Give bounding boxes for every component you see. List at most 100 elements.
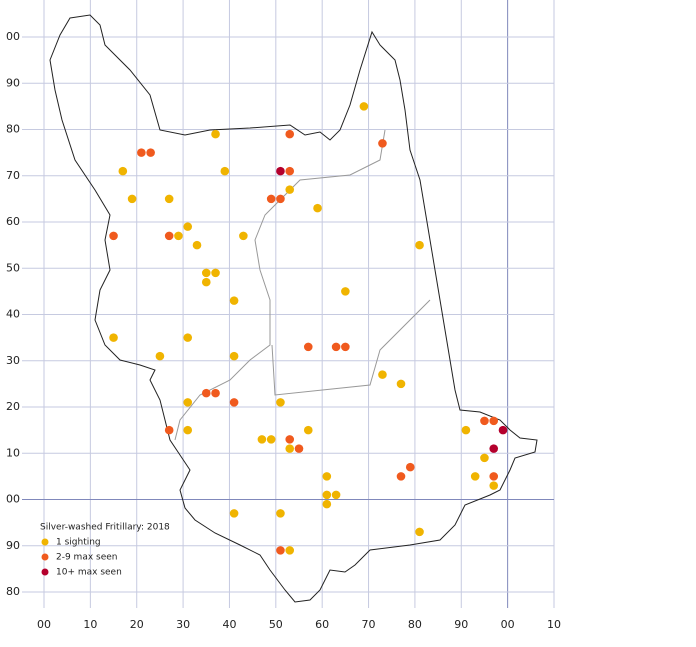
sighting-dot <box>415 240 424 250</box>
sighting-dot <box>229 398 239 407</box>
sighting-dot <box>201 277 211 287</box>
sighting-dot <box>331 490 341 500</box>
legend-label: 2-9 max seen <box>56 553 118 563</box>
sighting-dot <box>137 148 146 157</box>
sighting-dot <box>220 166 230 176</box>
sighting-dot <box>313 203 322 213</box>
sighting-dot <box>285 129 295 139</box>
x-tick-label: 00 <box>37 618 51 631</box>
sighting-dot <box>211 388 220 398</box>
y-tick-label: 20 <box>6 400 20 413</box>
y-tick-label: 70 <box>6 169 20 182</box>
sighting-dot <box>378 370 387 379</box>
legend-label: 1 sighting <box>56 538 101 548</box>
sighting-dot <box>276 546 285 555</box>
y-tick-label: 90 <box>6 539 20 552</box>
sighting-dot <box>211 268 220 278</box>
county-boundary <box>49 14 538 603</box>
y-tick-label: 10 <box>6 446 20 459</box>
x-tick-label: 10 <box>83 618 97 631</box>
sighting-dot <box>294 444 304 453</box>
sighting-dot <box>109 333 118 342</box>
sighting-dot <box>266 435 276 444</box>
sighting-dot <box>229 351 239 361</box>
sighting-dot <box>183 222 193 231</box>
sighting-dot <box>276 398 285 407</box>
sighting-dot <box>378 139 387 148</box>
sighting-dot <box>164 231 174 241</box>
sighting-dot <box>331 342 341 352</box>
y-tick-label: 30 <box>6 354 20 367</box>
sighting-dot <box>276 166 285 176</box>
x-tick-label: 70 <box>362 618 376 631</box>
sighting-dot <box>285 185 295 194</box>
sighting-dot <box>229 509 239 518</box>
y-tick-label: 50 <box>6 261 20 274</box>
y-tick-label: 60 <box>6 215 20 228</box>
sighting-dot <box>276 194 285 204</box>
x-tick-label: 00 <box>501 618 515 631</box>
x-tick-label: 60 <box>315 618 329 631</box>
sighting-dot <box>285 435 295 444</box>
sighting-dot <box>146 148 155 157</box>
sighting-dot <box>461 425 471 435</box>
sighting-dot <box>109 231 118 241</box>
sighting-dot <box>396 379 406 389</box>
sighting-dot <box>489 472 499 481</box>
sighting-dot <box>341 287 350 296</box>
legend-title: Silver-washed Fritillary: 2018 <box>40 523 170 533</box>
sighting-dot <box>489 481 499 490</box>
sighting-dot <box>480 453 489 463</box>
sighting-dot <box>322 490 332 500</box>
sighting-dot <box>183 425 193 435</box>
sighting-dot <box>174 231 183 241</box>
sighting-dot <box>285 166 295 176</box>
sighting-dot <box>303 425 313 435</box>
sighting-dot <box>266 194 276 204</box>
legend: 1 sighting 2-9 max seen 10+ max seen <box>41 538 122 578</box>
y-tick-label: 00 <box>6 493 20 506</box>
sighting-dot <box>498 425 508 435</box>
x-tick-label: 80 <box>408 618 422 631</box>
sighting-dot <box>405 462 415 472</box>
sighting-dot <box>192 240 202 250</box>
sighting-dot <box>276 509 285 518</box>
sighting-dot <box>489 416 499 426</box>
x-tick-label: 10 <box>547 618 561 631</box>
legend-marker <box>41 568 49 576</box>
sighting-dot <box>257 435 267 444</box>
sighting-dot <box>201 268 211 278</box>
sighting-dot <box>480 416 489 426</box>
sighting-dot <box>164 194 174 204</box>
x-tick-label: 90 <box>454 618 468 631</box>
sighting-dot <box>229 296 239 305</box>
x-tick-label: 30 <box>176 618 190 631</box>
y-tick-label: 80 <box>6 585 20 598</box>
sighting-dot <box>239 231 248 241</box>
sighting-dot <box>211 129 220 139</box>
sighting-dot <box>322 499 332 509</box>
sighting-dot <box>470 472 480 481</box>
legend-marker <box>41 553 49 561</box>
x-tick-label: 50 <box>269 618 283 631</box>
sighting-dot <box>183 333 193 342</box>
x-tick-label: 40 <box>222 618 236 631</box>
sighting-dot <box>285 444 295 453</box>
legend-label: 10+ max seen <box>56 568 122 578</box>
sighting-dot <box>164 425 174 435</box>
sighting-dot <box>341 342 350 352</box>
legend-marker <box>41 538 49 546</box>
sighting-dot <box>127 194 137 204</box>
grid <box>22 0 555 608</box>
sighting-dot <box>359 102 369 111</box>
sighting-dot <box>201 388 211 398</box>
y-tick-label: 00 <box>6 30 20 43</box>
y-tick-label: 40 <box>6 308 20 321</box>
district-boundary <box>174 129 431 441</box>
sighting-dot <box>415 527 424 537</box>
sighting-dot <box>396 472 406 481</box>
sighting-dot <box>183 398 193 407</box>
sighting-dot <box>489 444 499 453</box>
sighting-dot <box>322 472 332 481</box>
